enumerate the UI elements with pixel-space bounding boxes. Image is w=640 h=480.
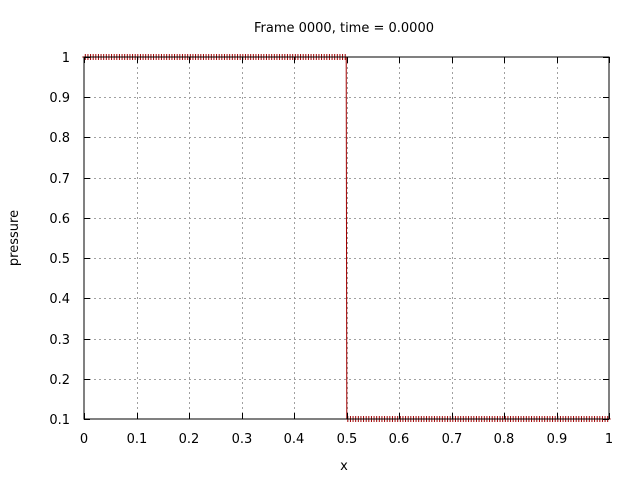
x-tick-label: 0.7: [442, 432, 463, 447]
y-tick-label: 0.1: [49, 413, 70, 428]
x-tick-label: 0.8: [494, 432, 515, 447]
x-tick-label: 0.3: [232, 432, 253, 447]
x-tick-label: 0.9: [547, 432, 568, 447]
y-tick-label: 0.2: [49, 373, 70, 388]
plot-frame: [83, 56, 610, 420]
y-tick-label: 0.5: [49, 252, 70, 267]
x-tick-label: 0.2: [179, 432, 200, 447]
y-tick-label: 0.8: [49, 131, 70, 146]
y-tick-label: 0.7: [49, 172, 70, 187]
ticks: 0 0.1 0.2 0.3 0.4 0.5 0.6 0.7 0.8 0.9 1 0.1 0.2 0.3 0.…: [49, 51, 613, 447]
x-tick-label: 0.6: [389, 432, 410, 447]
x-tick-label: 0.1: [127, 432, 148, 447]
y-tick-label: 0.9: [49, 91, 70, 106]
x-tick-label: 0.4: [284, 432, 305, 447]
series-layer: [82, 54, 611, 422]
y-tick-label: 0.3: [49, 333, 70, 348]
x-tick-label: 1: [605, 432, 613, 447]
x-tick-label: 0: [80, 432, 88, 447]
chart-title: Frame 0000, time = 0.0000: [254, 21, 434, 36]
y-tick-label: 1: [62, 51, 70, 66]
x-axis-label: x: [340, 459, 348, 474]
y-axis-label: pressure: [7, 210, 22, 266]
y-tick-label: 0.4: [49, 292, 70, 307]
x-tick-label: 0.5: [337, 432, 358, 447]
y-tick-label: 0.6: [49, 212, 70, 227]
grid-lines: [84, 57, 609, 419]
series-line: [84, 56, 609, 420]
